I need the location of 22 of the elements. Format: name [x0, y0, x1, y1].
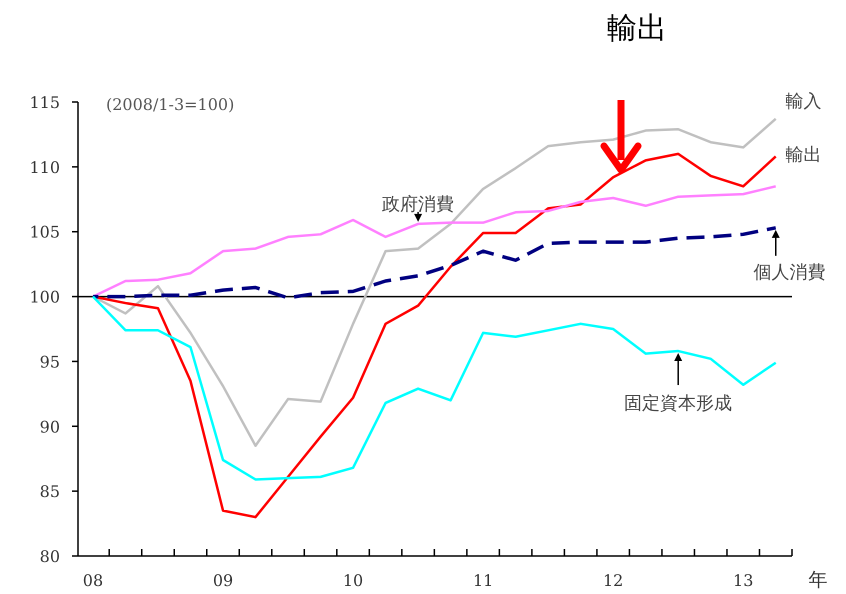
- y-tick-label: 100: [29, 288, 60, 307]
- x-tick-label: 11: [472, 571, 494, 590]
- x-tick-label: 10: [342, 571, 364, 590]
- series-label: 輸入: [786, 90, 822, 112]
- y-tick-label: 85: [40, 482, 60, 502]
- y-tick-label: 90: [40, 417, 60, 436]
- series-label: 固定資本形成: [624, 393, 732, 414]
- x-tick-label: 09: [212, 571, 234, 590]
- x-axis-title: 年: [808, 569, 828, 591]
- x-tick-label: 13: [733, 571, 754, 590]
- y-tick-label: 105: [29, 222, 60, 242]
- y-tick-label: 80: [40, 547, 60, 566]
- y-tick-label: 95: [40, 352, 60, 372]
- annotation: (2008/1-3=100): [106, 95, 234, 114]
- x-tick-label: 12: [602, 571, 624, 590]
- x-tick-label: 08: [82, 571, 104, 590]
- y-tick-label: 110: [29, 158, 60, 177]
- y-tick-label: 115: [29, 93, 60, 112]
- series-label: 輸出: [786, 144, 822, 166]
- series-label: 個人消費: [754, 262, 826, 283]
- series-label: 政府消費: [382, 194, 454, 215]
- chart-title: 輸出: [607, 11, 667, 46]
